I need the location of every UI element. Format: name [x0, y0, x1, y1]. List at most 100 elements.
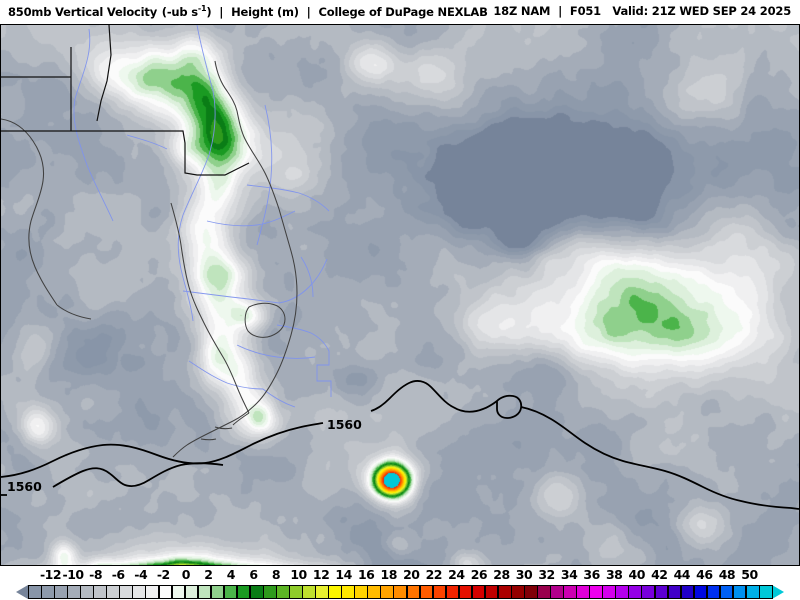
colorbar-swatch — [497, 585, 512, 599]
colorbar-tick-label: 34 — [560, 567, 578, 582]
colorbar-swatch — [158, 585, 173, 599]
colorbar-swatch — [171, 585, 186, 599]
map-header: 850mb Vertical Velocity (-ub s-1) | Heig… — [0, 0, 800, 24]
colorbar-tick-label: 38 — [605, 567, 623, 582]
colorbar-tick-label: -10 — [62, 567, 85, 582]
colorbar-swatch — [41, 585, 55, 599]
colorbar-swatch — [236, 585, 251, 599]
colorbar-extend-high-arrow — [772, 585, 784, 599]
colorbar-tick-label: 46 — [696, 567, 713, 582]
colorbar-swatch — [654, 585, 669, 599]
colorbar-tick-label: 4 — [226, 567, 236, 582]
field-units-text: (-ub s — [161, 4, 198, 19]
vertical-velocity-field[interactable] — [1, 25, 799, 565]
colorbar-tick-label: 32 — [538, 567, 555, 582]
colorbar-swatch — [28, 585, 42, 599]
rivers-layer — [73, 25, 332, 408]
colorbar-swatch — [54, 585, 68, 599]
colorbar-tick-label: -2 — [156, 567, 170, 582]
title-separator-2: | — [306, 4, 311, 19]
colorbar-swatch — [393, 585, 408, 599]
colorbar-swatch — [184, 585, 199, 599]
colorbar-tick-label: 48 — [718, 567, 736, 582]
colorbar-tick-label: 16 — [357, 567, 375, 582]
colorbar-extend-low-arrow — [16, 585, 28, 599]
colorbar-tick-label: 22 — [425, 567, 443, 582]
colorbar-swatch — [641, 585, 656, 599]
colorbar-swatch — [667, 585, 682, 599]
colorbar-swatch — [732, 585, 747, 599]
height-contour-layer — [1, 380, 799, 510]
field-units-exponent: -1 — [197, 4, 207, 13]
colorbar-swatch — [628, 585, 643, 599]
model-cycle-label: 18Z NAM — [493, 4, 551, 18]
colorbar-tick-label: 42 — [651, 567, 668, 582]
colorbar-tick-label: 10 — [290, 567, 307, 582]
colorbar[interactable]: -12 -10 -8 -6 -4 -2 0 2 4 6 8 10 12 14 16 18 20 22 24 26 28 3… — [0, 566, 800, 600]
colorbar-tick-label: 24 — [448, 567, 465, 582]
title-separator-3: | — [558, 4, 563, 18]
colorbar-swatch — [289, 585, 303, 599]
map-title-right: 18Z NAM | F051 Valid: 21Z WED SEP 24 202… — [493, 4, 791, 18]
forecast-hour-label: F051 — [569, 4, 601, 18]
colorbar-tick-label: 50 — [741, 567, 758, 582]
colorbar-tick-label: -6 — [111, 567, 125, 582]
colorbar-tick-label: 44 — [673, 567, 691, 582]
title-separator-1: | — [219, 4, 224, 19]
colorbar-swatch — [458, 585, 473, 599]
field-units-close: ) — [206, 4, 212, 19]
colorbar-swatch — [589, 585, 603, 599]
coastline-layer — [1, 60, 298, 458]
colorbar-swatch — [758, 585, 773, 599]
contour-label-1560-a: 1560 — [327, 417, 362, 432]
colorbar-tick-label: 30 — [515, 567, 533, 582]
colorbar-swatch — [354, 585, 368, 599]
colorbar-swatch — [680, 585, 695, 599]
colorbar-swatch — [145, 585, 160, 599]
colorbar-tick-label: 8 — [271, 567, 281, 582]
contour-label-1560-b: 1560 — [7, 479, 42, 494]
colorbar-tick-label: -8 — [89, 567, 103, 582]
colorbar-tick-label: 6 — [249, 567, 258, 582]
colorbar-swatch — [93, 585, 107, 599]
colorbar-swatch — [432, 585, 447, 599]
colorbar-swatch — [693, 585, 708, 599]
colorbar-swatch — [302, 585, 316, 599]
colorbar-swatches[interactable] — [0, 585, 800, 599]
colorbar-tick-label: 40 — [628, 567, 646, 582]
colorbar-swatch — [484, 585, 499, 599]
colorbar-swatch — [380, 585, 395, 599]
colorbar-swatch — [510, 585, 525, 599]
map-vector-overlay: 1560 1560 — [1, 25, 799, 510]
colorbar-swatch — [615, 585, 629, 599]
colorbar-tick-label: 14 — [335, 567, 352, 582]
colorbar-swatch — [706, 585, 721, 599]
colorbar-swatch — [367, 585, 381, 599]
colorbar-swatch — [315, 585, 329, 599]
colorbar-tick-label: -4 — [134, 567, 148, 582]
valid-time-label: Valid: 21Z WED SEP 24 2025 — [612, 4, 791, 18]
colorbar-tick-label: 0 — [181, 567, 191, 582]
colorbar-swatch — [262, 585, 277, 599]
colorbar-swatch — [406, 585, 421, 599]
colorbar-swatch — [445, 585, 460, 599]
map-frame[interactable]: 1560 1560 — [0, 24, 800, 566]
map-title-left: 850mb Vertical Velocity (-ub s-1) | Heig… — [8, 4, 488, 19]
colorbar-tick-label: 2 — [204, 567, 213, 582]
colorbar-tick-label: 12 — [312, 567, 330, 582]
colorbar-tick-label: 36 — [583, 567, 600, 582]
contour-label-layer: 1560 1560 — [7, 417, 362, 494]
colorbar-tick-labels: -12 -10 -8 -6 -4 -2 0 2 4 6 8 10 12 14 16 18 20 22 24 26 28 3… — [0, 566, 800, 582]
overlay-label: Height (m) — [231, 4, 299, 19]
colorbar-tick-label: 28 — [493, 567, 510, 582]
colorbar-swatch — [328, 585, 342, 599]
field-units: (-ub s-1) — [161, 4, 212, 19]
colorbar-swatch — [471, 585, 486, 599]
colorbar-swatch — [276, 585, 290, 599]
colorbar-swatch — [602, 585, 616, 599]
colorbar-swatch — [550, 585, 564, 599]
state-border-layer — [1, 25, 250, 176]
colorbar-swatch — [80, 585, 94, 599]
colorbar-swatch — [197, 585, 212, 599]
